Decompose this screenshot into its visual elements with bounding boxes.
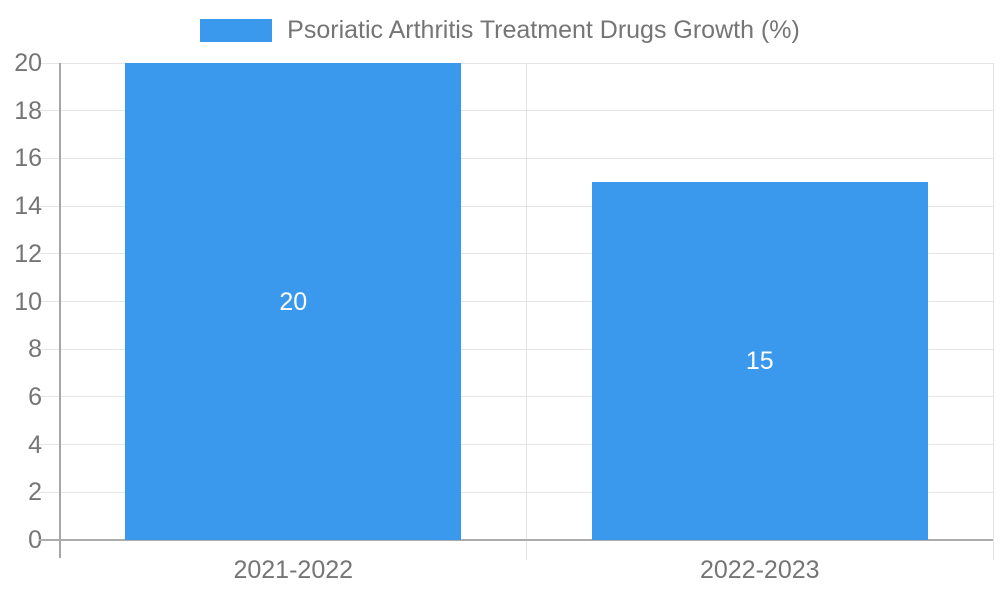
y-axis-line	[59, 63, 61, 558]
y-tick-label: 20	[14, 49, 42, 77]
legend-label: Psoriatic Arthritis Treatment Drugs Grow…	[287, 16, 800, 44]
y-tick-label: 0	[28, 526, 42, 554]
x-tick-label: 2021-2022	[233, 556, 354, 584]
plot-area: 0 2 4 6 8 10 12 14 16 18 20 20 2021-2022 15 2022-2023	[14, 49, 994, 584]
y-tick-label: 12	[14, 239, 42, 268]
y-gridline	[39, 348, 993, 350]
y-tick-label: 4	[28, 430, 42, 459]
y-gridline	[39, 301, 993, 302]
y-tick-label: 2	[28, 478, 42, 507]
y-gridline	[39, 157, 993, 159]
y-gridline	[39, 491, 993, 493]
legend-swatch	[200, 18, 273, 42]
x-tick-label: 2022-2023	[699, 556, 820, 584]
y-gridline	[39, 253, 993, 255]
bar-2021-2022[interactable]	[125, 63, 462, 540]
y-tick-label: 16	[14, 144, 42, 173]
bar-2022-2023[interactable]	[591, 182, 928, 540]
x-gridline	[992, 63, 994, 560]
y-gridline	[39, 110, 993, 112]
y-gridline	[39, 396, 993, 398]
y-tick-label: 8	[28, 335, 42, 364]
y-tick-label: 14	[14, 192, 42, 221]
y-gridline	[39, 205, 993, 207]
x-gridline	[526, 63, 527, 560]
x-axis-line	[39, 539, 993, 541]
y-gridline	[39, 62, 993, 64]
legend[interactable]: Psoriatic Arthritis Treatment Drugs Grow…	[0, 15, 1000, 45]
y-tick-label: 6	[28, 382, 42, 411]
y-tick-label: 18	[14, 96, 42, 125]
y-gridline	[39, 444, 993, 446]
y-tick-label: 10	[14, 287, 42, 316]
